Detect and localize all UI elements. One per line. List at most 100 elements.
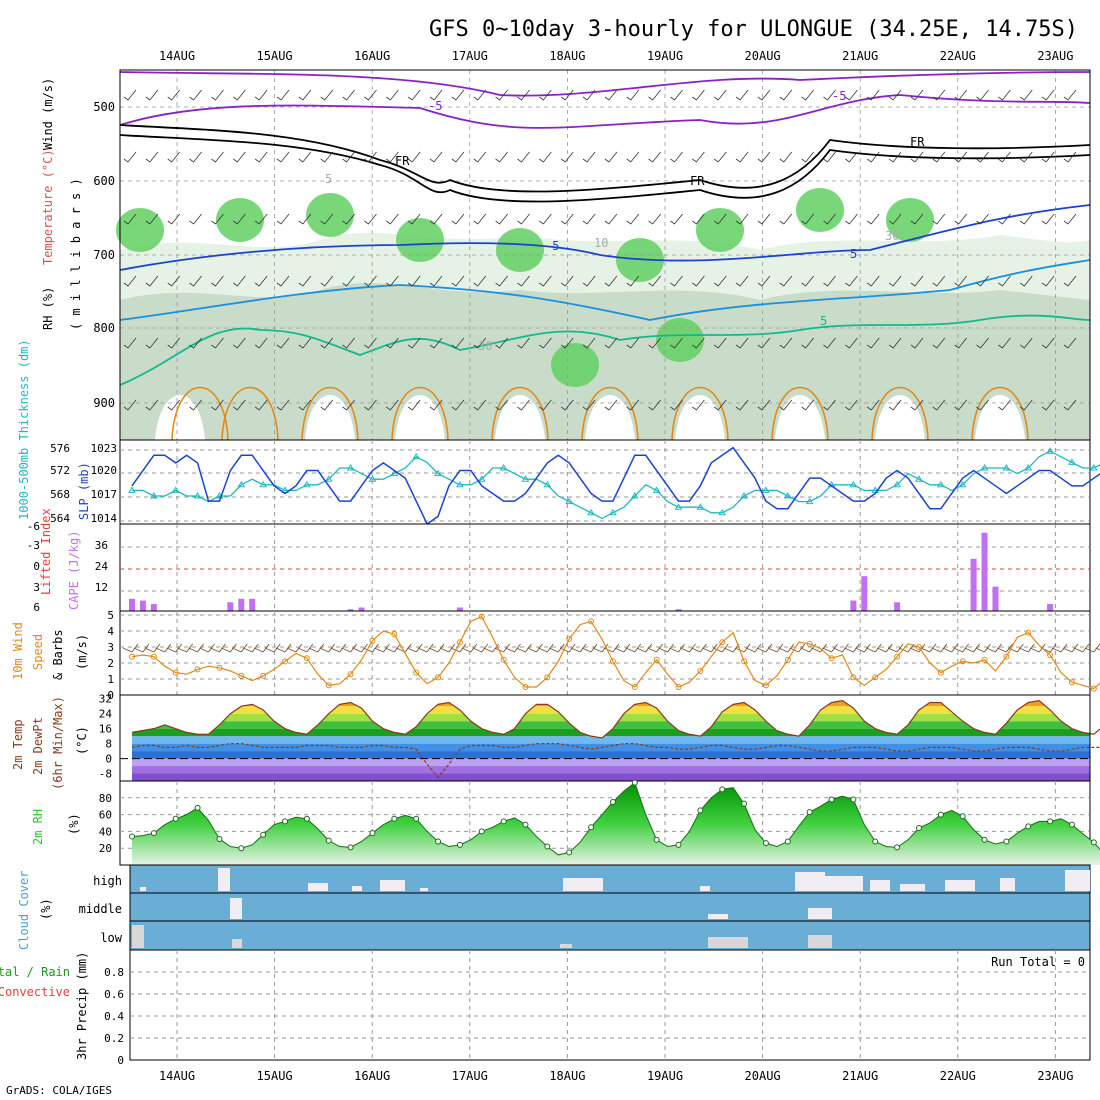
wind-barb — [560, 151, 574, 163]
rh-high-blob — [496, 228, 544, 272]
wind-barb — [342, 89, 355, 101]
wind-barb — [1020, 275, 1033, 287]
x-tick-label-top: 20AUG — [745, 49, 781, 63]
wind-barb — [713, 89, 727, 101]
y-tick-left: 576 — [50, 442, 70, 455]
y-tick-label: 2 — [107, 657, 114, 670]
y-tick-label: 24 — [99, 708, 113, 721]
wind-barb — [1020, 89, 1033, 101]
temp-band — [132, 728, 1090, 737]
wind-speed-point — [872, 674, 879, 681]
thickness-point — [696, 503, 705, 510]
wind-barb — [910, 89, 924, 101]
wind-barb — [713, 151, 727, 163]
rh-point — [1003, 838, 1010, 845]
wind-barb — [233, 399, 246, 411]
y-tick-label: 3 — [107, 641, 114, 654]
wind-barb — [801, 275, 814, 287]
rh-point — [194, 804, 201, 811]
wind-speed-point — [806, 640, 813, 647]
rh-point — [303, 815, 310, 822]
wind-barb — [932, 337, 946, 349]
thickness-point — [652, 486, 661, 493]
thickness-point — [237, 480, 246, 488]
wind-barb — [298, 399, 312, 411]
rh-point — [456, 841, 463, 848]
wind-barb — [276, 399, 290, 411]
wind-barb — [713, 275, 727, 287]
wind-barb — [954, 213, 967, 225]
wind-barb — [582, 337, 596, 349]
wind-speed-point — [391, 631, 398, 638]
contour-freezing — [119, 124, 1091, 193]
wind-barb — [932, 151, 946, 163]
wind-barb — [1063, 275, 1077, 287]
wind-speed-point — [1090, 685, 1097, 692]
wind-speed-point — [631, 684, 638, 690]
wind-barb — [254, 151, 268, 163]
wind-barb — [211, 399, 224, 411]
wind-barb — [604, 151, 618, 163]
y-tick-label: 0 — [107, 689, 114, 702]
wind-barb — [735, 337, 749, 349]
wind-speed-point — [609, 658, 616, 665]
wind-speed-point — [369, 637, 376, 644]
wind-barb — [845, 399, 858, 411]
rh-point — [784, 838, 791, 845]
y-tick-label: -8 — [99, 768, 112, 781]
wind-barb — [364, 337, 377, 349]
contour-blue — [119, 204, 1091, 271]
wind-barb — [276, 213, 290, 225]
ylabel-precip: 3hr Precip (mm) — [75, 952, 89, 1060]
footer-credit: GrADS: COLA/IGES — [6, 1084, 112, 1097]
wind-barb — [451, 89, 465, 101]
wind-barb — [211, 275, 224, 287]
rh-dry-hump — [975, 395, 1025, 440]
wind-speed-point — [762, 682, 769, 689]
wind-barb — [364, 275, 377, 287]
wind-barb — [189, 151, 202, 163]
cape-bar — [358, 607, 365, 611]
wind-barb — [1041, 213, 1055, 225]
wind-barb — [451, 399, 465, 411]
wind-barb — [560, 337, 574, 349]
wind-barb — [1063, 337, 1077, 349]
wind-speed-point — [413, 669, 420, 676]
wind-speed-point — [150, 653, 157, 660]
wind-barb — [123, 89, 137, 101]
wind-barb — [211, 213, 224, 225]
wind-barb — [342, 213, 355, 225]
wind-barb — [932, 213, 946, 225]
wind-barb — [560, 399, 574, 411]
wind-barb — [189, 337, 202, 349]
x-tick-label-top: 23AUG — [1037, 49, 1073, 63]
cloud-level-label: middle — [79, 902, 122, 916]
x-tick-label-bottom: 19AUG — [647, 1069, 683, 1083]
ylabel-convective: Convective — [0, 985, 70, 999]
contour-label: FR — [690, 174, 705, 188]
wind-speed-point — [1047, 652, 1054, 658]
y-tick-label: 500 — [93, 100, 115, 114]
wind-barb — [211, 89, 224, 101]
wind-barb — [888, 399, 902, 411]
rh-point — [741, 800, 748, 807]
thickness-point — [783, 492, 792, 499]
wind-barb — [233, 213, 246, 225]
slp-panel: 576 572 568 564 1023 1020 1017 1014 1000-500mb T… — [17, 339, 1100, 526]
wind-barb — [364, 399, 377, 411]
cape-bar — [238, 598, 245, 611]
wind-barb — [692, 89, 705, 101]
wind-barb — [145, 399, 159, 411]
wind-barb — [670, 275, 683, 287]
chart-title: GFS 0~10day 3-hourly for ULONGUE (34.25E… — [429, 17, 1078, 42]
x-tick-label-top: 15AUG — [257, 49, 293, 63]
wind-barb — [167, 213, 181, 225]
contour-orange — [221, 386, 279, 441]
thickness-point — [915, 475, 923, 482]
x-tick-label-bottom: 17AUG — [452, 1069, 488, 1083]
wind-speed-point — [588, 618, 595, 625]
wind-barb — [1063, 151, 1077, 163]
rh-point — [806, 809, 813, 816]
rh-point — [216, 835, 223, 842]
y-tick-left: 3 — [33, 581, 40, 594]
